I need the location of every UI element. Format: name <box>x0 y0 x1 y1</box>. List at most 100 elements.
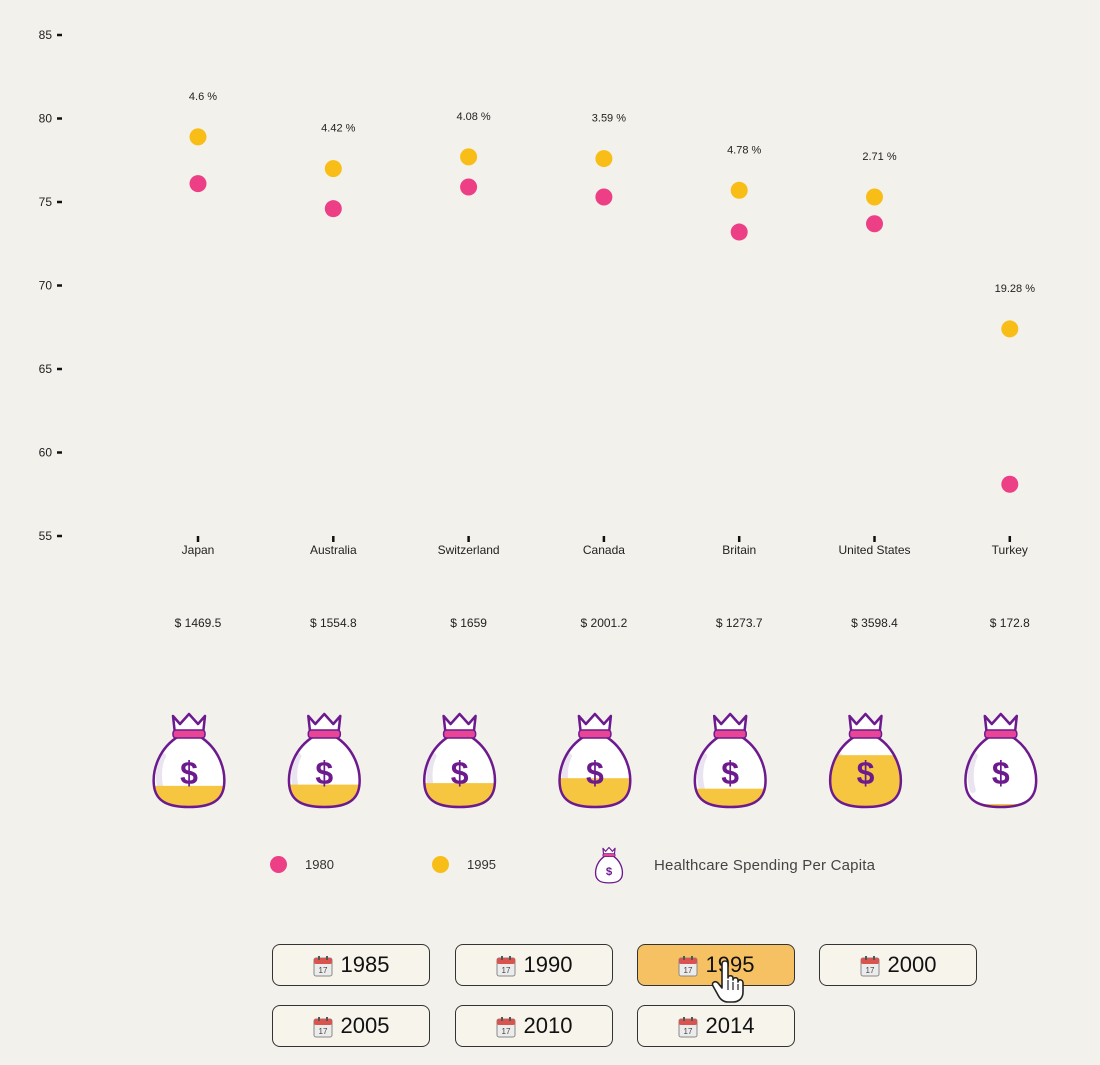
spending-label: $ 1659 <box>450 616 487 630</box>
legend-item-spending: $ Healthcare Spending Per Capita <box>592 846 875 884</box>
point-1980 <box>730 223 748 241</box>
year-button-2010[interactable]: 17 2010 <box>455 1005 613 1047</box>
legend: 1980 1995 $ Healthcare Spending Per Capi… <box>0 846 1100 890</box>
svg-text:17: 17 <box>865 966 874 975</box>
percent-change-label: 4.08 % <box>456 111 490 123</box>
year-button-label: 2005 <box>340 1013 390 1038</box>
spending-label: $ 3598.4 <box>851 616 898 630</box>
money-bag-icon: $ <box>964 712 1038 809</box>
percent-change-label: 4.6 % <box>189 91 217 103</box>
spending-label: $ 1554.8 <box>310 616 357 630</box>
percent-change-label: 4.42 % <box>321 123 355 135</box>
bag-outline <box>693 734 767 809</box>
dollar-sign-icon: $ <box>721 755 739 791</box>
calendar-icon: 17 <box>678 956 698 977</box>
bag-knot <box>848 729 883 739</box>
money-bag-icon: $ <box>423 712 497 809</box>
percent-change-label: 4.78 % <box>727 144 761 156</box>
y-tick-label: 65 <box>39 362 53 376</box>
dollar-sign-icon: $ <box>180 755 198 791</box>
svg-text:17: 17 <box>318 966 327 975</box>
country-label: United States <box>838 543 910 557</box>
bag-outline <box>287 734 361 809</box>
year-button-1990[interactable]: 17 1990 <box>455 944 613 986</box>
year-button-label: 1990 <box>523 952 573 977</box>
spending-label: $ 172.8 <box>990 616 1030 630</box>
y-tick-label: 75 <box>39 195 53 209</box>
country-label: Canada <box>583 543 625 557</box>
calendar-icon: 17 <box>496 1017 516 1038</box>
bag-fill-level <box>694 788 766 807</box>
bag-outline <box>152 734 226 809</box>
bag-knot <box>984 729 1018 739</box>
life-expectancy-chart: 55 60 65 70 75 80 85 4.6 % Japan $ 1469.5 4.42 % A… <box>39 28 1038 809</box>
bag-outline <box>964 734 1038 809</box>
country-label: Australia <box>310 543 357 557</box>
dollar-sign-icon: $ <box>992 755 1010 791</box>
year-button-2005[interactable]: 17 2005 <box>272 1005 430 1047</box>
y-tick-label: 55 <box>39 529 53 543</box>
point-1995 <box>1001 320 1019 338</box>
y-tick-label: 85 <box>39 28 53 42</box>
bag-knot <box>307 729 342 739</box>
bag-knot <box>578 729 612 739</box>
svg-text:17: 17 <box>501 966 510 975</box>
spending-label: $ 1273.7 <box>716 616 763 630</box>
bag-outline <box>828 734 903 809</box>
point-1980 <box>324 200 342 218</box>
calendar-icon: 17 <box>313 956 333 977</box>
bag-fill-level <box>424 783 495 807</box>
point-1995 <box>460 148 478 166</box>
money-bag-icon: $ <box>558 712 632 809</box>
year-button-label: 1985 <box>340 952 390 977</box>
point-1995 <box>866 188 883 206</box>
percent-change-label: 19.28 % <box>995 283 1036 295</box>
bag-body <box>965 736 1037 807</box>
bag-knot <box>713 729 747 739</box>
point-1995 <box>730 181 748 199</box>
money-bag-icon: $ <box>287 712 361 809</box>
dollar-sign-icon: $ <box>315 755 333 791</box>
country-label: Switzerland <box>438 543 500 557</box>
legend-dot-1980 <box>270 856 287 873</box>
year-button-2000[interactable]: 17 2000 <box>819 944 977 986</box>
point-1980 <box>460 178 478 196</box>
bag-fill-level <box>153 785 225 807</box>
dollar-sign-icon: $ <box>586 755 604 791</box>
country-label: Japan <box>182 543 215 557</box>
year-button-label: 2000 <box>887 952 937 977</box>
legend-item-1980: 1980 <box>270 856 334 873</box>
point-1980 <box>189 175 207 193</box>
svg-text:17: 17 <box>683 1027 692 1036</box>
legend-label-spending: Healthcare Spending Per Capita <box>654 856 876 874</box>
svg-text:$: $ <box>606 866 613 878</box>
y-tick-label: 80 <box>39 112 53 126</box>
y-tick-label: 60 <box>39 446 53 460</box>
year-button-1985[interactable]: 17 1985 <box>272 944 430 986</box>
dollar-sign-icon: $ <box>451 755 469 791</box>
legend-item-1995: 1995 <box>432 856 496 873</box>
year-button-1995[interactable]: 17 1995 <box>637 944 795 986</box>
money-bags: $ $ $ $ $ $ $ <box>152 712 1038 809</box>
bag-outline <box>423 734 497 809</box>
country-label: Turkey <box>992 543 1028 557</box>
money-bag-icon: $ <box>693 712 767 809</box>
svg-text:17: 17 <box>683 966 692 975</box>
point-1995 <box>189 128 207 146</box>
legend-label-1980: 1980 <box>305 857 334 872</box>
country-label: Britain <box>722 543 756 557</box>
calendar-icon: 17 <box>678 1017 698 1038</box>
money-bag-icon: $ <box>828 712 903 809</box>
y-tick-label: 70 <box>39 279 53 293</box>
hand-pointer-icon <box>711 960 744 1003</box>
point-1980 <box>595 188 613 206</box>
year-button-2014[interactable]: 17 2014 <box>637 1005 795 1047</box>
bag-knot <box>172 729 206 739</box>
year-button-label: 1995 <box>705 952 755 977</box>
spending-label: $ 2001.2 <box>581 616 628 630</box>
money-bag-icon: $ <box>594 846 624 884</box>
point-1980 <box>866 215 883 233</box>
bag-shine <box>967 753 978 793</box>
calendar-icon: 17 <box>860 956 880 977</box>
money-bag-icon: $ <box>152 712 226 809</box>
